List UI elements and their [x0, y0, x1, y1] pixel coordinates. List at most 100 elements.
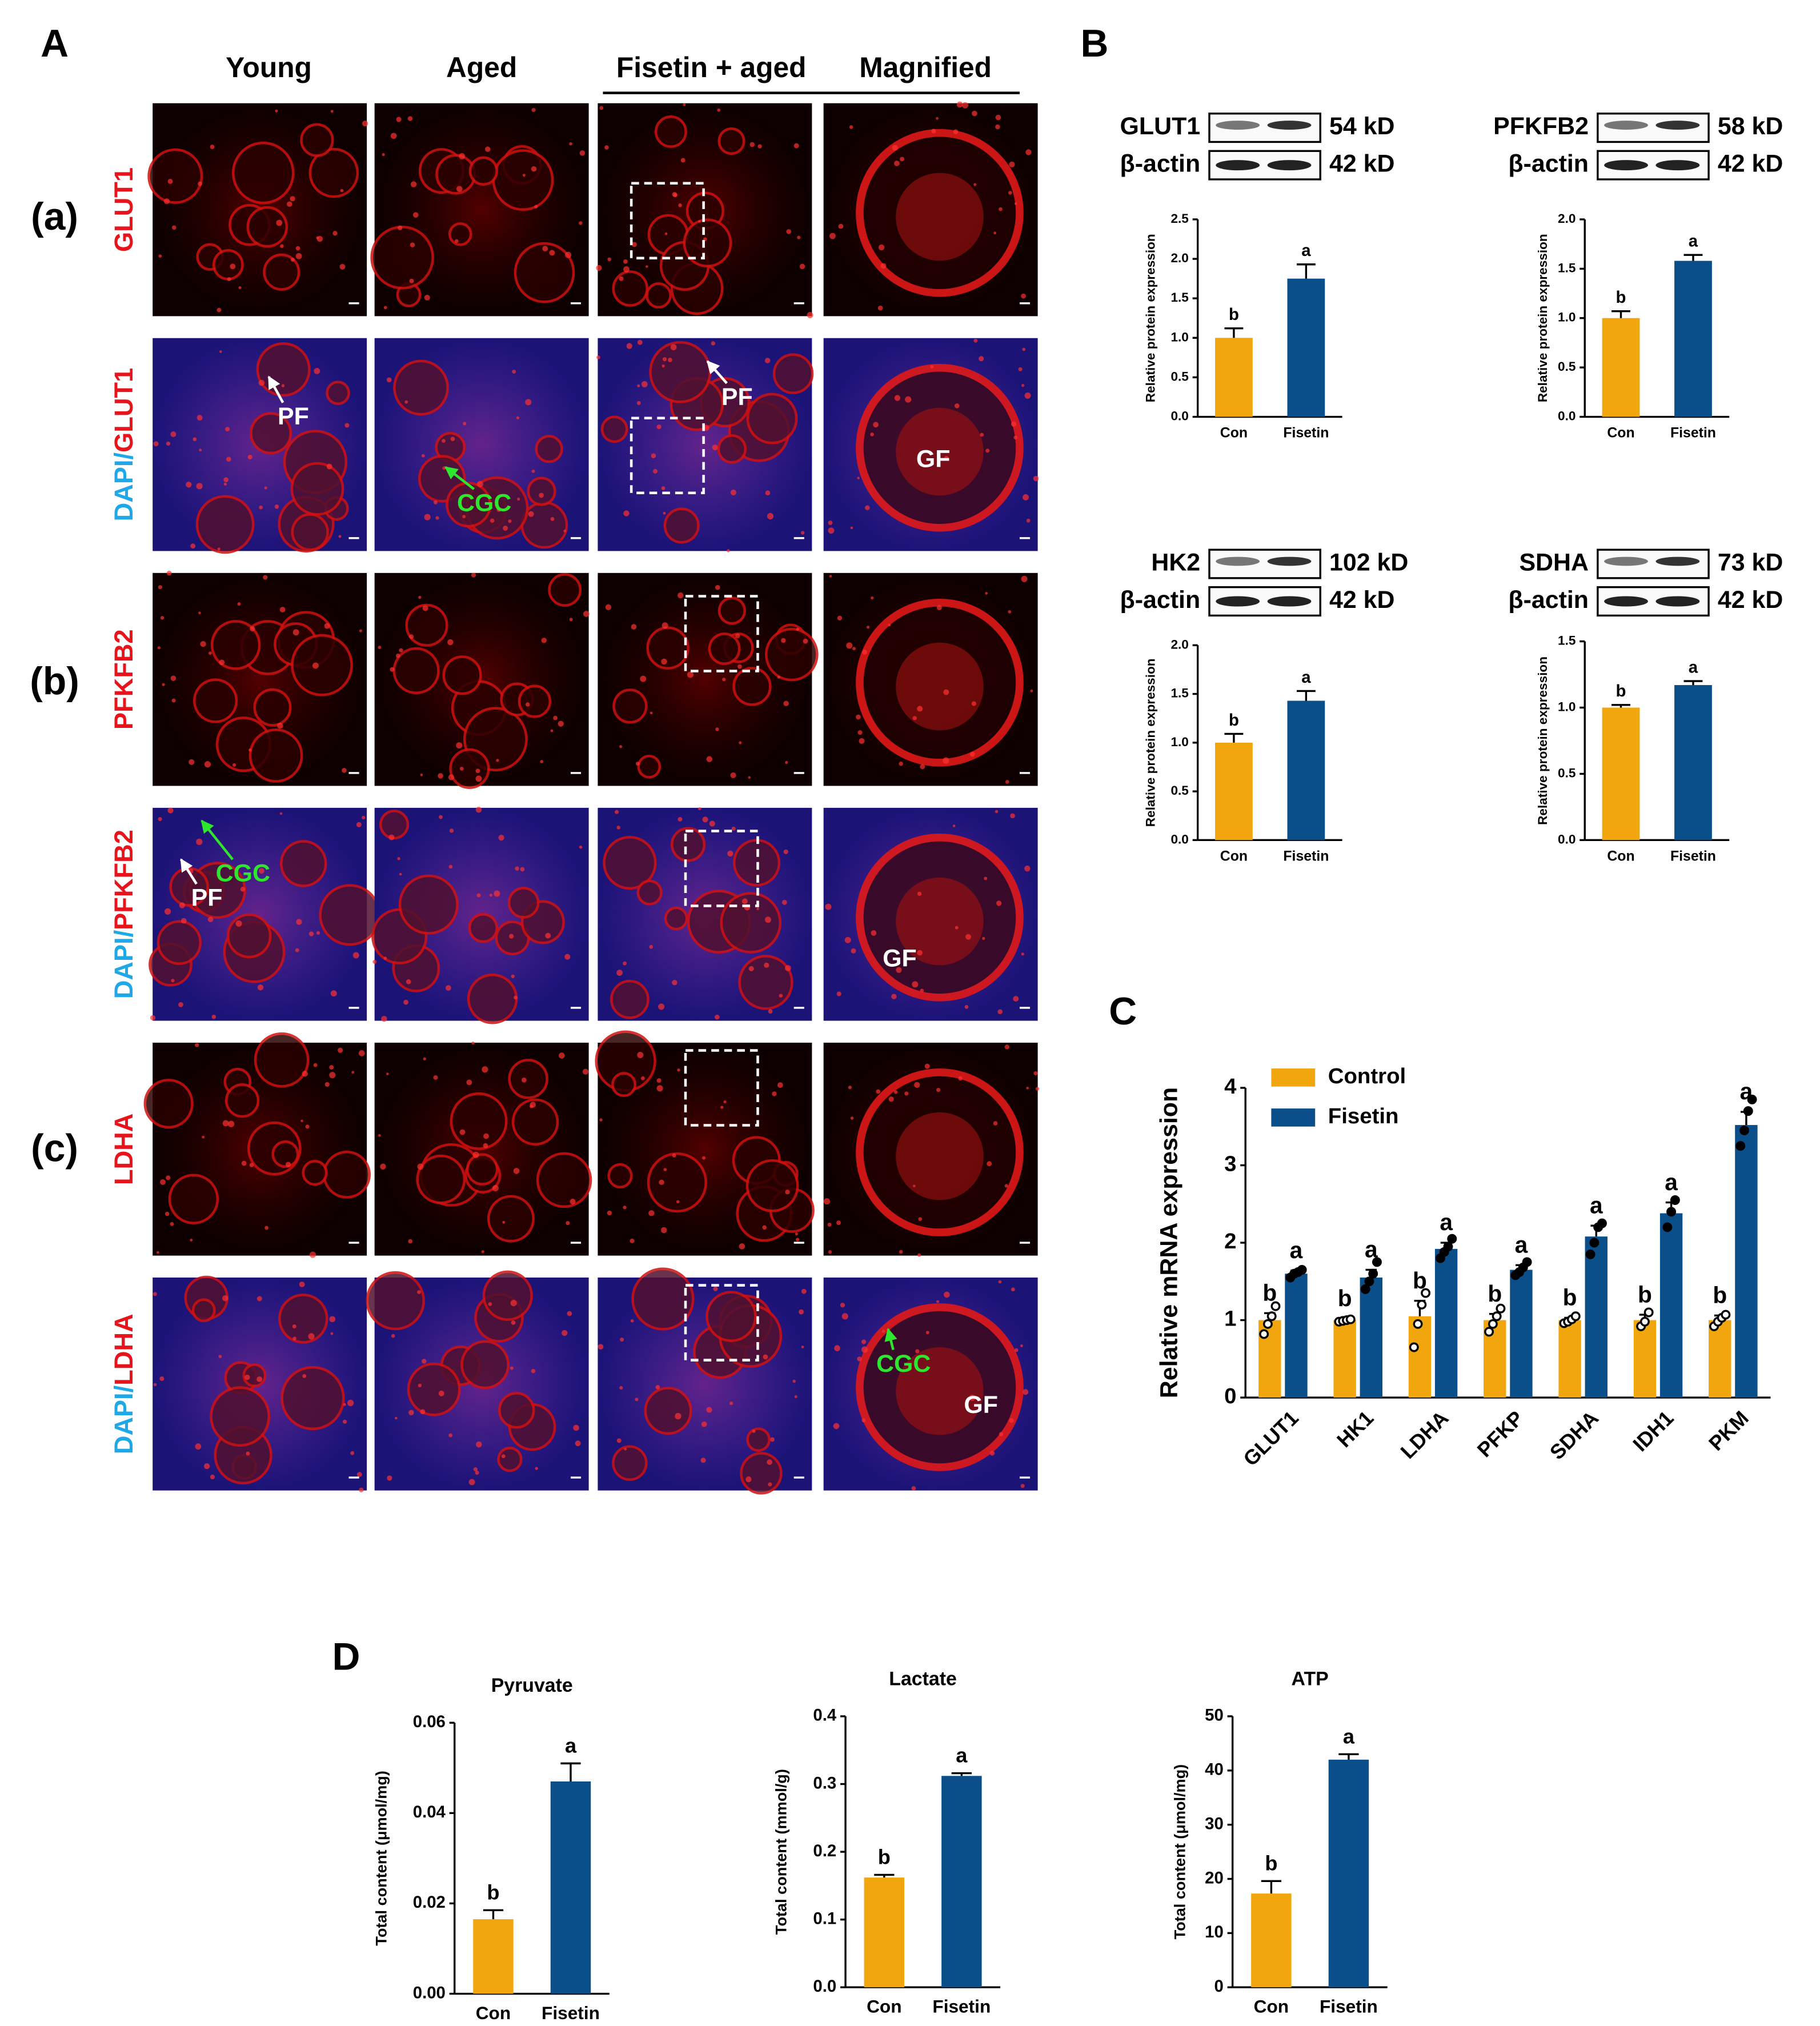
follicle — [290, 462, 344, 516]
speckle — [409, 278, 414, 283]
speckle — [664, 232, 668, 235]
row-label-part: DAPI/ — [109, 930, 138, 999]
speckle — [433, 500, 438, 505]
follicle — [466, 1153, 499, 1186]
speckle — [162, 683, 165, 686]
follicle — [492, 149, 554, 211]
speckle — [227, 1120, 235, 1127]
speckle — [828, 527, 835, 534]
y-tick-label: 1.5 — [1558, 633, 1576, 647]
speckle — [624, 1448, 627, 1451]
y-tick-label: 0.5 — [1170, 783, 1188, 798]
speckle — [295, 253, 302, 259]
speckle — [308, 1333, 315, 1340]
speckle — [873, 422, 879, 428]
speckle — [656, 1078, 662, 1083]
follicle — [195, 495, 255, 554]
speckle — [930, 365, 934, 369]
bar — [1285, 1274, 1308, 1398]
speckle — [700, 1458, 706, 1463]
speckle — [1021, 293, 1026, 299]
follicle — [670, 827, 706, 862]
y-tick-label: 30 — [1205, 1814, 1224, 1833]
speckle — [649, 944, 654, 949]
speckle — [825, 903, 832, 910]
speckle — [678, 203, 682, 207]
speckle — [153, 1292, 157, 1296]
y-tick-label: 0 — [1214, 1977, 1223, 1996]
speckle — [438, 773, 443, 779]
data-point — [1589, 1238, 1599, 1248]
follicle — [717, 596, 746, 625]
speckle — [779, 994, 783, 998]
follicle — [225, 1083, 260, 1118]
follicle — [302, 1159, 328, 1186]
speckle — [1026, 518, 1031, 523]
blot-size: 42 kD — [1718, 586, 1783, 614]
speckle — [722, 678, 726, 682]
speckle — [676, 1200, 680, 1204]
speckle — [765, 916, 771, 923]
speckle — [258, 868, 264, 874]
speckle — [356, 822, 362, 827]
speckle — [305, 1124, 310, 1129]
speckle — [615, 810, 619, 814]
follicle — [250, 412, 292, 455]
speckle — [352, 952, 359, 959]
speckle — [372, 959, 377, 964]
panel-label: B — [1081, 22, 1109, 65]
speckle — [915, 1349, 920, 1354]
oocyte — [896, 642, 984, 731]
speckle — [668, 358, 672, 362]
speckle — [605, 604, 612, 611]
speckle — [550, 516, 555, 521]
speckle — [619, 1386, 623, 1390]
speckle — [767, 512, 774, 520]
x-tick-label: IDH1 — [1628, 1406, 1678, 1456]
speckle — [630, 1238, 635, 1243]
speckle — [583, 611, 590, 617]
speckle — [862, 649, 868, 655]
speckle — [985, 592, 988, 595]
follicle — [644, 1387, 692, 1435]
follicle — [717, 127, 745, 155]
speckle — [891, 994, 897, 999]
y-tick-label: 50 — [1205, 1706, 1224, 1725]
speckle — [222, 1295, 228, 1302]
speckle — [295, 948, 299, 952]
speckle — [277, 723, 283, 729]
speckle — [199, 449, 202, 452]
x-tick-label: Con — [1607, 425, 1634, 441]
follicle — [278, 1294, 328, 1344]
speckle — [153, 1383, 157, 1387]
oocyte — [896, 877, 984, 966]
speckle — [579, 845, 583, 849]
speckle — [715, 584, 720, 590]
data-point — [1270, 1301, 1281, 1311]
follicle — [468, 912, 499, 943]
speckle — [166, 570, 172, 576]
y-tick-label: 0.04 — [413, 1803, 446, 1821]
speckle — [865, 505, 870, 510]
speckle — [837, 615, 843, 620]
blot-band — [1267, 160, 1312, 171]
speckle — [661, 486, 666, 490]
follicle — [527, 477, 556, 506]
y-tick-label: 0.00 — [413, 1983, 446, 2002]
annotation: CGC — [457, 489, 511, 516]
speckle — [785, 760, 788, 764]
speckle — [186, 482, 192, 488]
speckle — [646, 265, 648, 268]
data-point — [1496, 1303, 1506, 1314]
follicle — [291, 634, 353, 696]
speckle — [739, 1243, 745, 1250]
speckle — [338, 1047, 343, 1053]
speckle — [250, 626, 255, 632]
speckle — [660, 1227, 667, 1234]
follicle — [446, 482, 492, 528]
speckle — [656, 1085, 663, 1092]
speckle — [764, 358, 771, 363]
speckle — [459, 153, 466, 159]
blot-size: 58 kD — [1718, 113, 1783, 140]
y-tick-label: 0.4 — [813, 1706, 836, 1725]
